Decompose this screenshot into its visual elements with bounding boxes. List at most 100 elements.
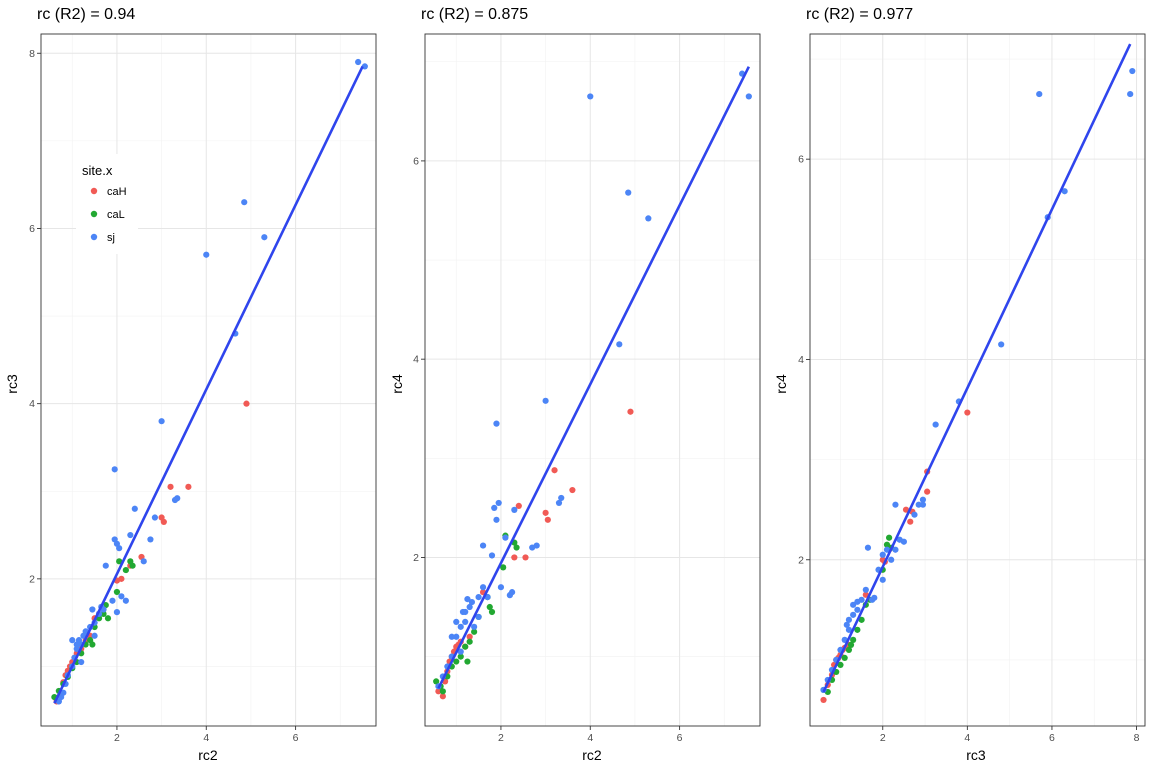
x-tick-label: 2 xyxy=(880,732,886,744)
point-caH xyxy=(544,516,551,523)
point-sj xyxy=(845,616,853,623)
point-caH xyxy=(118,575,125,582)
point-sj xyxy=(488,552,496,559)
point-sj xyxy=(558,494,565,502)
point-sj xyxy=(151,514,158,521)
point-sj xyxy=(871,594,878,601)
point-sj xyxy=(843,621,850,628)
point-sj xyxy=(457,623,464,630)
y-tick-label: 8 xyxy=(29,48,35,60)
fit-line xyxy=(53,65,364,704)
point-sj xyxy=(158,418,165,425)
point-sj xyxy=(587,93,594,100)
point-caL xyxy=(845,646,853,653)
y-tick-label: 6 xyxy=(29,223,35,235)
point-sj xyxy=(466,603,473,611)
x-axis-title: rc2 xyxy=(198,747,218,763)
y-tick-label: 6 xyxy=(413,155,419,167)
chart-panel-rc4-vs-rc3: rc (R2) = 0.977 rc3 rc4 2 4 6 8 2 4 6 xyxy=(773,6,1146,763)
point-sj xyxy=(497,584,505,591)
point-sj xyxy=(854,598,861,605)
point-sj xyxy=(261,234,268,241)
point-caL xyxy=(471,628,478,635)
point-sj xyxy=(745,93,752,100)
x-tick-label: 6 xyxy=(293,732,299,744)
point-caL xyxy=(500,564,507,571)
point-sj xyxy=(479,584,487,591)
scatter-points xyxy=(433,70,752,700)
point-caL xyxy=(858,616,865,623)
x-tick-label: 8 xyxy=(1134,732,1140,744)
point-sj xyxy=(616,341,623,348)
point-sj xyxy=(911,511,918,518)
legend-label-sj: sj xyxy=(107,232,115,244)
point-caH xyxy=(902,506,910,513)
plot-border xyxy=(40,33,377,727)
point-sj xyxy=(102,562,109,569)
point-caL xyxy=(847,641,855,648)
point-caL xyxy=(122,566,129,574)
fit-line-layer xyxy=(822,43,1132,693)
plot-border xyxy=(424,33,761,727)
point-caL xyxy=(464,658,471,665)
point-sj xyxy=(78,658,85,666)
fit-line xyxy=(822,43,1132,693)
point-sj xyxy=(122,597,129,604)
point-sj xyxy=(879,576,886,583)
point-caL xyxy=(113,588,121,596)
y-tick-label: 4 xyxy=(798,354,804,366)
legend-key-sj xyxy=(90,233,98,241)
point-sj xyxy=(60,689,67,696)
point-sj xyxy=(471,623,478,630)
axis-ticks: 2 4 6 2 4 6 8 xyxy=(29,48,299,744)
point-sj xyxy=(502,534,509,541)
y-tick-label: 6 xyxy=(798,154,804,166)
point-caL xyxy=(486,603,493,611)
y-tick-label: 2 xyxy=(798,554,804,566)
plot-border xyxy=(809,33,1146,727)
point-caH xyxy=(466,633,473,640)
point-sj xyxy=(1036,90,1043,98)
point-sj xyxy=(113,609,121,616)
point-sj xyxy=(854,606,861,613)
point-sj xyxy=(892,501,899,508)
grid xyxy=(425,34,760,726)
point-caL xyxy=(433,678,440,685)
point-caL xyxy=(439,688,446,695)
point-sj xyxy=(464,596,471,603)
point-caL xyxy=(850,636,857,643)
point-caL xyxy=(100,610,107,617)
grid xyxy=(810,34,1145,726)
y-axis-title: rc4 xyxy=(773,374,789,394)
point-caH xyxy=(511,554,518,561)
point-sj xyxy=(462,618,469,626)
axis-ticks: 2 4 6 2 4 6 xyxy=(413,155,683,744)
y-axis-title: rc4 xyxy=(389,374,405,394)
plot-background xyxy=(41,34,376,726)
point-sj xyxy=(1061,188,1068,195)
fit-line-layer xyxy=(53,65,364,704)
point-caH xyxy=(907,518,914,525)
point-caL xyxy=(837,661,844,669)
point-sj xyxy=(919,501,927,508)
fit-line xyxy=(437,66,750,689)
point-sj xyxy=(883,546,891,553)
point-sj xyxy=(892,546,899,553)
x-tick-label: 4 xyxy=(964,732,970,744)
point-caL xyxy=(104,615,112,622)
point-caL xyxy=(885,534,893,541)
point-caH xyxy=(243,400,250,407)
point-caH xyxy=(627,408,634,415)
point-sj xyxy=(475,613,482,621)
point-sj xyxy=(879,551,886,558)
y-tick-label: 4 xyxy=(29,398,35,410)
point-sj xyxy=(73,641,80,648)
point-sj xyxy=(1127,90,1134,98)
point-sj xyxy=(69,637,76,644)
point-sj xyxy=(468,598,475,606)
legend-title: site.x xyxy=(82,163,113,178)
point-caL xyxy=(466,638,473,645)
point-caH xyxy=(522,554,529,561)
legend: site.x caH caL sj xyxy=(76,154,138,254)
